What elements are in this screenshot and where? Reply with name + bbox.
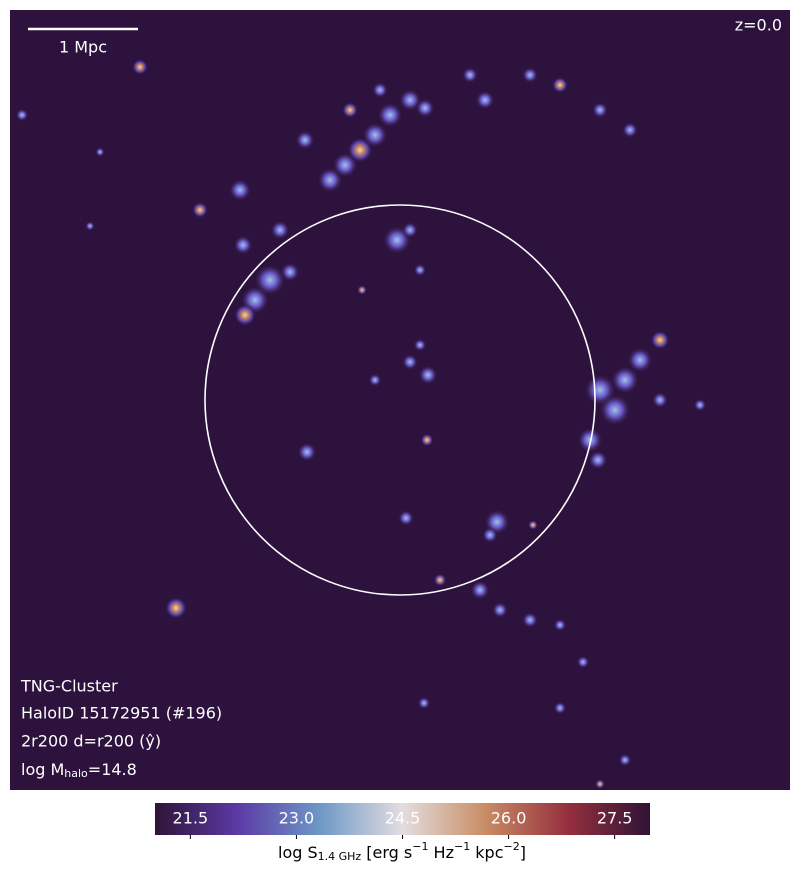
emission-blob — [372, 82, 388, 98]
emission-blob — [398, 510, 414, 526]
emission-blob — [342, 102, 358, 118]
colorbar-tick-label: 24.5 — [385, 809, 421, 828]
colorbar — [155, 803, 650, 835]
emission-blob — [402, 222, 418, 238]
emission-blob — [270, 220, 290, 240]
emission-blob — [164, 596, 188, 620]
info-line: TNG-Cluster — [20, 677, 118, 696]
emission-blob — [528, 520, 538, 530]
emission-blob — [85, 221, 95, 231]
emission-blob — [357, 285, 367, 295]
emission-blob — [576, 655, 590, 669]
emission-blob — [402, 354, 418, 370]
emission-blob — [588, 450, 608, 470]
emission-blob — [622, 122, 638, 138]
label-part: −2 — [504, 840, 520, 853]
emission-blob — [192, 202, 208, 218]
label-part: −1 — [454, 840, 470, 853]
emission-blob — [420, 433, 434, 447]
scale-bar-label: 1 Mpc — [59, 38, 107, 57]
emission-blob — [297, 442, 317, 462]
label-part: [erg s — [361, 843, 412, 862]
emission-blob — [132, 59, 148, 75]
label-part: halo — [64, 767, 88, 780]
emission-blob — [462, 67, 478, 83]
emission-blob — [592, 102, 608, 118]
emission-blob — [627, 347, 653, 373]
emission-blob — [413, 263, 427, 277]
emission-blob — [368, 373, 382, 387]
emission-blob — [398, 88, 422, 112]
emission-blob — [295, 130, 315, 150]
emission-blob — [413, 338, 427, 352]
emission-blob — [552, 77, 568, 93]
r200-circle — [204, 204, 596, 596]
label-part: log S — [278, 843, 318, 862]
info-line: HaloID 15172951 (#196) — [21, 704, 222, 723]
emission-blob — [433, 573, 447, 587]
colorbar-tick-label: 21.5 — [173, 809, 209, 828]
emission-blob — [482, 527, 498, 543]
emission-blob — [492, 602, 508, 618]
colorbar-label: log S1.4 GHz [erg s−1 Hz−1 kpc−2] — [278, 840, 526, 863]
info-line: 2r200 d=r200 (ŷ) — [21, 732, 161, 751]
emission-blob — [652, 392, 668, 408]
emission-blob — [475, 90, 495, 110]
emission-blob — [417, 696, 431, 710]
redshift-label: z=0.0 — [735, 16, 782, 35]
emission-blob — [95, 147, 105, 157]
label-part: 1.4 GHz — [318, 850, 362, 863]
emission-blob — [693, 398, 707, 412]
emission-blob — [599, 394, 631, 426]
map-panel — [10, 10, 790, 790]
label-part: Hz — [428, 843, 454, 862]
label-part: ] — [520, 843, 526, 862]
emission-blob — [415, 98, 435, 118]
emission-blob — [595, 779, 605, 789]
emission-blob — [15, 108, 29, 122]
emission-blob — [522, 67, 538, 83]
label-part: kpc — [470, 843, 503, 862]
emission-blob — [377, 102, 403, 128]
emission-blob — [553, 701, 567, 715]
label-part: −1 — [412, 840, 428, 853]
emission-blob — [522, 612, 538, 628]
emission-blob — [610, 365, 640, 395]
emission — [15, 59, 707, 789]
emission-blob — [233, 235, 253, 255]
emission-blob — [233, 303, 257, 327]
emission-blob — [418, 365, 438, 385]
mass-label: log Mhalo=14.8 — [21, 760, 137, 781]
emission-blob — [618, 753, 632, 767]
emission-blob — [228, 178, 252, 202]
label-part: log M — [21, 760, 64, 779]
colorbar-tick-label: 27.5 — [597, 809, 633, 828]
emission-blob — [577, 427, 603, 453]
emission-blob — [553, 618, 567, 632]
emission-blob — [650, 330, 670, 350]
label-part: =14.8 — [88, 760, 137, 779]
emission-blob — [470, 580, 490, 600]
emission-blob — [362, 122, 388, 148]
colorbar-tick-label: 26.0 — [491, 809, 527, 828]
colorbar-tick-label: 23.0 — [279, 809, 315, 828]
